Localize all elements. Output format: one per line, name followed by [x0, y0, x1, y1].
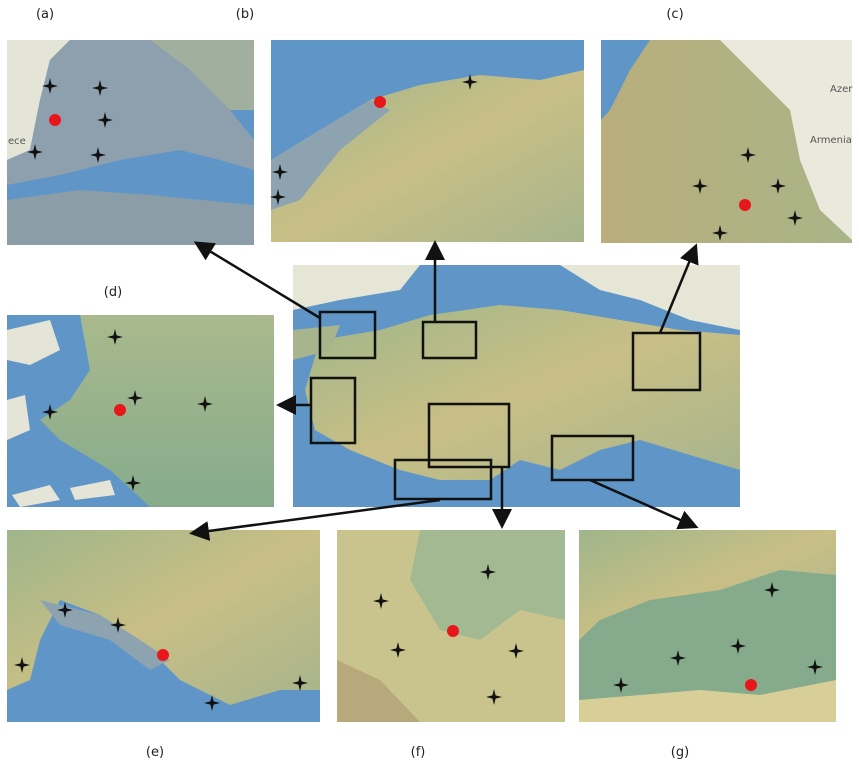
map-e: [7, 530, 320, 722]
panel-label: (g): [671, 745, 689, 760]
red-marker: [745, 679, 757, 691]
figure: (a) (b) (c) (d) (e) (f) (g) ece Azer Arm…: [0, 0, 859, 769]
map-g: [579, 530, 836, 722]
red-marker: [739, 199, 751, 211]
panel-label: (c): [666, 7, 683, 22]
panel-label: (e): [146, 745, 164, 760]
map-b: [271, 40, 584, 242]
map-c: Azer Armenia: [601, 40, 853, 243]
panel-label: (f): [411, 745, 426, 760]
red-marker: [447, 625, 459, 637]
red-marker: [157, 649, 169, 661]
place-label: Azer: [830, 84, 853, 95]
place-label: Armenia: [810, 135, 852, 146]
red-marker: [374, 96, 386, 108]
panel-label: (a): [36, 7, 54, 22]
place-label: ece: [8, 136, 26, 147]
map-a: ece: [7, 40, 254, 245]
red-marker: [114, 404, 126, 416]
panel-label: (d): [104, 285, 122, 300]
panel-label: (b): [236, 7, 254, 22]
red-marker: [49, 114, 61, 126]
